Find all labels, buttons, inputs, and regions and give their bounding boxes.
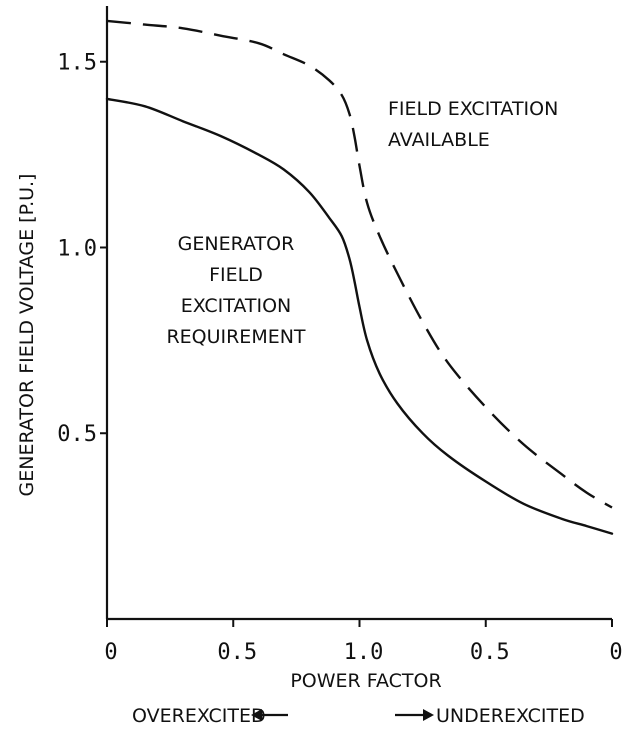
excitation-available-curve <box>106 19 613 509</box>
requirement-label-line: GENERATOR <box>178 233 295 255</box>
y-tick-label: 1.5 <box>57 51 97 76</box>
excitation-requirement-curve <box>105 97 614 535</box>
series-labels: GENERATOR FIELD EXCITATION REQUIREMENT FIELD… <box>166 98 558 348</box>
x-tick-label: 1.0 <box>344 640 384 665</box>
y-tick-label: 1.0 <box>57 236 97 261</box>
x-ticks: 0 0.5 1.0 0.5 0 <box>104 619 623 665</box>
underexcited-label: UNDEREXCITED <box>436 705 585 727</box>
requirement-label-line: EXCITATION <box>181 295 292 317</box>
x-tick-label: 0.5 <box>470 640 510 665</box>
series-group <box>105 19 614 535</box>
y-ticks: 0.5 1.0 1.5 <box>57 51 107 447</box>
x-tick-label: 0 <box>104 640 117 665</box>
x-tick-label: 0 <box>609 640 622 665</box>
requirement-label-line: REQUIREMENT <box>166 326 305 348</box>
overexcited-arrow <box>251 709 288 721</box>
x-axis-label: POWER FACTOR <box>290 670 441 692</box>
y-tick-label: 0.5 <box>57 422 97 447</box>
y-axis-label: GENERATOR FIELD VOLTAGE [P.U.] <box>16 174 38 497</box>
x-tick-label: 0.5 <box>217 640 257 665</box>
available-label-line: FIELD EXCITATION <box>388 98 558 120</box>
available-label-line: AVAILABLE <box>388 129 490 151</box>
underexcited-arrow <box>395 709 434 721</box>
requirement-label-line: FIELD <box>209 264 263 286</box>
overexcited-label: OVEREXCITED <box>132 705 266 727</box>
